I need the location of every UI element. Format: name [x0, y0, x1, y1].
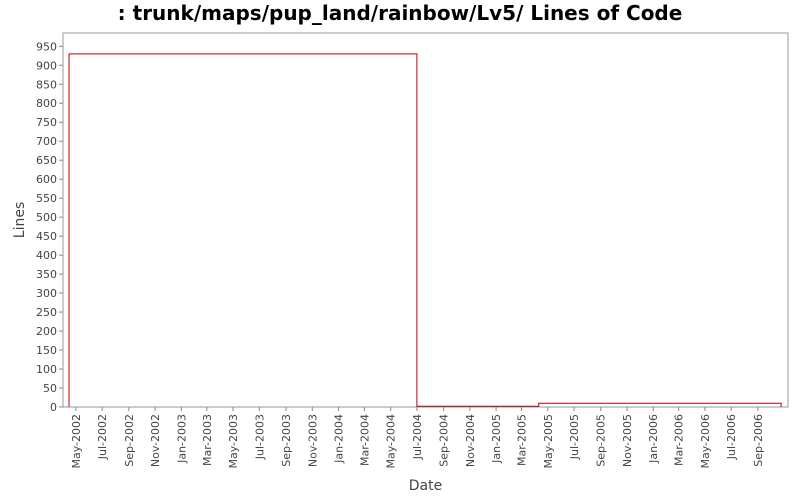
y-tick-label: 350	[36, 268, 57, 281]
y-tick-label: 550	[36, 192, 57, 205]
x-tick-label: Sep-2002	[123, 414, 136, 467]
y-tick-label: 650	[36, 154, 57, 167]
x-axis-ticks: May-2002 Jul-2002 Sep-2002 Nov-2002 Jan-2003…	[70, 407, 765, 469]
x-tick-label: Mar-2006	[673, 414, 686, 466]
y-tick-label: 850	[36, 78, 57, 91]
y-tick-label: 450	[36, 230, 57, 243]
x-tick-label: Sep-2005	[595, 414, 608, 467]
x-tick-label: Jul-2003	[253, 414, 266, 460]
x-tick-label: May-2003	[227, 414, 240, 469]
y-tick-label: 600	[36, 173, 57, 186]
y-tick-label: 300	[36, 287, 57, 300]
y-tick-label: 500	[36, 211, 57, 224]
y-tick-label: 750	[36, 116, 57, 129]
x-tick-label: May-2004	[385, 414, 398, 469]
x-tick-label: Jan-2004	[333, 414, 346, 464]
x-tick-label: Sep-2004	[438, 414, 451, 467]
y-tick-label: 0	[50, 401, 57, 414]
x-tick-label: Nov-2003	[306, 414, 319, 467]
y-tick-label: 400	[36, 249, 57, 262]
x-tick-label: May-2002	[70, 414, 83, 469]
x-tick-label: Mar-2005	[516, 414, 529, 466]
x-tick-label: Sep-2006	[752, 414, 765, 467]
y-tick-label: 150	[36, 344, 57, 357]
x-tick-label: Sep-2003	[280, 414, 293, 467]
x-tick-label: Jul-2002	[96, 414, 109, 460]
y-tick-label: 900	[36, 59, 57, 72]
series-line-lines-of-code	[68, 53, 782, 407]
y-tick-label: 200	[36, 325, 57, 338]
x-tick-label: May-2005	[542, 414, 555, 469]
chart-title: : trunk/maps/pup_land/rainbow/Lv5/ Lines…	[118, 1, 683, 25]
x-tick-label: Jan-2003	[175, 414, 188, 464]
x-tick-label: Jul-2005	[568, 414, 581, 460]
x-tick-label: Nov-2005	[621, 414, 634, 467]
x-tick-label: Mar-2003	[201, 414, 214, 466]
y-tick-label: 100	[36, 363, 57, 376]
y-tick-label: 800	[36, 97, 57, 110]
x-tick-label: Nov-2002	[149, 414, 162, 467]
x-tick-label: Jan-2006	[647, 414, 660, 464]
x-tick-label: May-2006	[699, 414, 712, 469]
y-tick-label: 250	[36, 306, 57, 319]
x-tick-label: Jul-2006	[725, 414, 738, 460]
y-tick-label: 950	[36, 40, 57, 53]
y-tick-label: 50	[43, 382, 57, 395]
plot-area	[62, 32, 789, 408]
x-axis-label: Date	[409, 478, 442, 494]
y-axis-label: Lines	[12, 202, 28, 238]
x-tick-label: Jan-2005	[490, 414, 503, 464]
y-axis-ticks: 0 50 100 150 200 250 300 350 400 450 500 550 600 650 7…	[36, 40, 63, 414]
y-tick-label: 700	[36, 135, 57, 148]
x-tick-label: Jul-2004	[411, 414, 424, 460]
x-tick-label: Mar-2004	[358, 414, 371, 466]
x-tick-label: Nov-2004	[464, 414, 477, 467]
